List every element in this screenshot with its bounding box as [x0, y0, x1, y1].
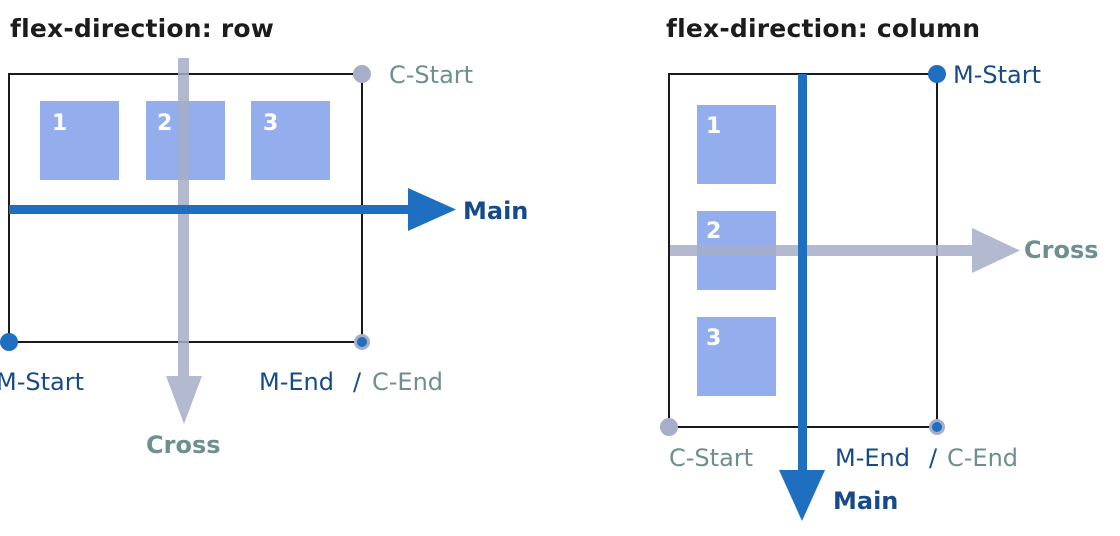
m-end-c-end-dot [354, 334, 370, 350]
cross-axis-label: Cross [1024, 236, 1099, 264]
item-number: 1 [706, 114, 721, 139]
flex-item-3: 3 [697, 317, 776, 396]
item-number: 1 [52, 111, 67, 136]
column-direction-panel: flex-direction: column 1 2 3 [560, 0, 1120, 536]
cross-axis-arrow [670, 228, 1020, 273]
flex-item-3: 3 [251, 101, 330, 180]
slash-separator: / [929, 444, 938, 472]
slash-separator: / [353, 368, 362, 396]
c-start-label: C-Start [669, 444, 753, 472]
m-end-c-end-dot [929, 419, 945, 435]
row-direction-panel: flex-direction: row 1 2 3 [0, 14, 528, 459]
m-end-label: M-End [835, 444, 910, 472]
m-start-label: M-Start [953, 61, 1041, 89]
c-end-label: C-End [372, 368, 443, 396]
column-diagram: 1 2 3 M-Start Cross C-Start [660, 61, 1099, 521]
flex-item-1: 1 [697, 105, 776, 184]
m-start-label: M-Start [0, 368, 84, 396]
cross-axis-label: Cross [146, 431, 221, 459]
flex-item-1: 1 [40, 101, 119, 180]
item-number: 2 [157, 111, 172, 136]
item-number: 3 [263, 111, 278, 136]
m-start-dot [928, 65, 946, 83]
c-end-label: C-End [947, 444, 1018, 472]
m-start-dot [0, 333, 18, 351]
row-diagram: 1 2 3 C-Start Main M-Start [0, 58, 528, 459]
cross-axis-arrow [166, 58, 202, 424]
main-axis-arrow [9, 188, 456, 231]
item-number: 2 [706, 219, 721, 244]
c-start-label: C-Start [389, 61, 473, 89]
row-panel-title: flex-direction: row [10, 14, 275, 43]
m-end-label: M-End [259, 368, 334, 396]
main-axis-label: Main [833, 487, 898, 515]
column-panel-title: flex-direction: column [666, 14, 981, 43]
main-axis-arrow [779, 74, 825, 521]
c-start-dot [660, 418, 678, 436]
main-axis-label: Main [463, 197, 528, 225]
c-start-dot [353, 65, 371, 83]
item-number: 3 [706, 326, 721, 351]
